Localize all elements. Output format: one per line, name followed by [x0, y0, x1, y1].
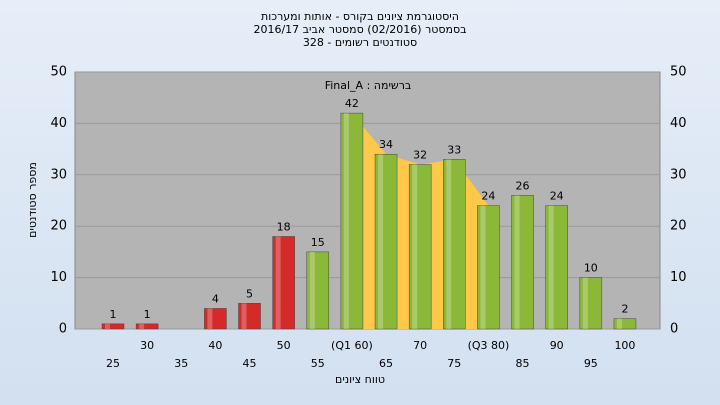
bar [340, 112, 364, 330]
x-tick-label: 55 [311, 357, 325, 370]
data-label: 32 [413, 149, 427, 162]
data-label: 15 [311, 236, 325, 249]
data-label: 18 [277, 220, 291, 233]
x-tick-label: 85 [516, 357, 530, 370]
bar [545, 205, 568, 330]
data-label: 5 [246, 287, 253, 300]
x-tick-label: 45 [243, 357, 257, 370]
chart-title: היסטוגרמת ציונים בקורס - אותות ומערכות [261, 10, 459, 23]
y-tick-label: 20 [50, 219, 67, 234]
data-label: 33 [447, 143, 461, 156]
data-label: 4 [212, 292, 219, 305]
data-label: 42 [345, 97, 359, 110]
bar-shine [343, 113, 349, 330]
data-label: 1 [110, 308, 117, 321]
bar [374, 153, 398, 330]
bar-shine [139, 323, 145, 329]
x-tick-label: 25 [106, 357, 120, 370]
x-tick-label: (Q1 60) [331, 339, 373, 352]
x-tick-label: 70 [413, 339, 427, 352]
y-tick-label-right: 0 [670, 322, 678, 337]
y-tick-label: 0 [59, 322, 67, 337]
y-tick-label-right: 40 [670, 116, 687, 131]
bar [511, 195, 534, 330]
x-tick-label: 40 [208, 339, 222, 352]
data-label: 24 [481, 190, 495, 203]
x-axis-label: טווח ציונים [335, 373, 385, 386]
bar-shine [616, 318, 622, 329]
data-label: 26 [516, 179, 530, 192]
bar-shine [309, 251, 315, 329]
x-tick-label: 90 [550, 339, 564, 352]
bar-shine [548, 205, 554, 329]
x-tick-label: 95 [584, 357, 598, 370]
data-label: 2 [621, 303, 628, 316]
bar [579, 277, 603, 330]
x-tick-label: (Q3 80) [468, 339, 510, 352]
y-tick-label-right: 30 [670, 167, 687, 182]
x-tick-label: 75 [447, 357, 461, 370]
chart-title: סטודנטים רשומים - 328 [303, 36, 417, 49]
bar-shine [207, 308, 213, 329]
x-tick-label: 100 [614, 339, 635, 352]
bar-shine [105, 323, 110, 329]
y-tick-label: 10 [50, 270, 67, 285]
bar-shine [241, 303, 247, 329]
x-tick-label: 65 [379, 357, 393, 370]
bar [443, 159, 466, 330]
chart-title: בסמסטר (02/2016) סמסטר אביב 2016/17 [253, 23, 466, 36]
bar-shine [275, 236, 281, 329]
data-label: 24 [550, 190, 564, 203]
bar-shine [480, 205, 486, 329]
bar [272, 236, 295, 330]
bar [408, 164, 432, 330]
bar-shine [514, 195, 520, 329]
bar [101, 323, 125, 330]
bar-shine [446, 159, 452, 329]
bar [204, 308, 227, 330]
bar-shine [412, 164, 418, 329]
y-tick-label-right: 20 [670, 219, 687, 234]
y-tick-label: 40 [50, 116, 67, 131]
bar [613, 318, 637, 330]
bar [135, 323, 159, 330]
bar [238, 303, 261, 330]
y-tick-label: 30 [50, 167, 67, 182]
y-tick-label-right: 50 [670, 65, 687, 80]
x-tick-label: 50 [277, 339, 291, 352]
y-tick-label: 50 [50, 65, 67, 80]
data-label: 10 [584, 262, 598, 275]
bar [477, 205, 500, 330]
annotation: ברשימה : Final_A [325, 79, 412, 92]
y-axis-label: מספר סטודנטים [26, 162, 39, 238]
bar-shine [378, 154, 384, 329]
bar-shine [582, 277, 588, 329]
data-label: 1 [144, 308, 151, 321]
data-label: 34 [379, 138, 393, 151]
x-tick-label: 30 [140, 339, 154, 352]
x-tick-label: 35 [174, 357, 188, 370]
bar [306, 251, 330, 330]
y-tick-label-right: 10 [670, 270, 687, 285]
